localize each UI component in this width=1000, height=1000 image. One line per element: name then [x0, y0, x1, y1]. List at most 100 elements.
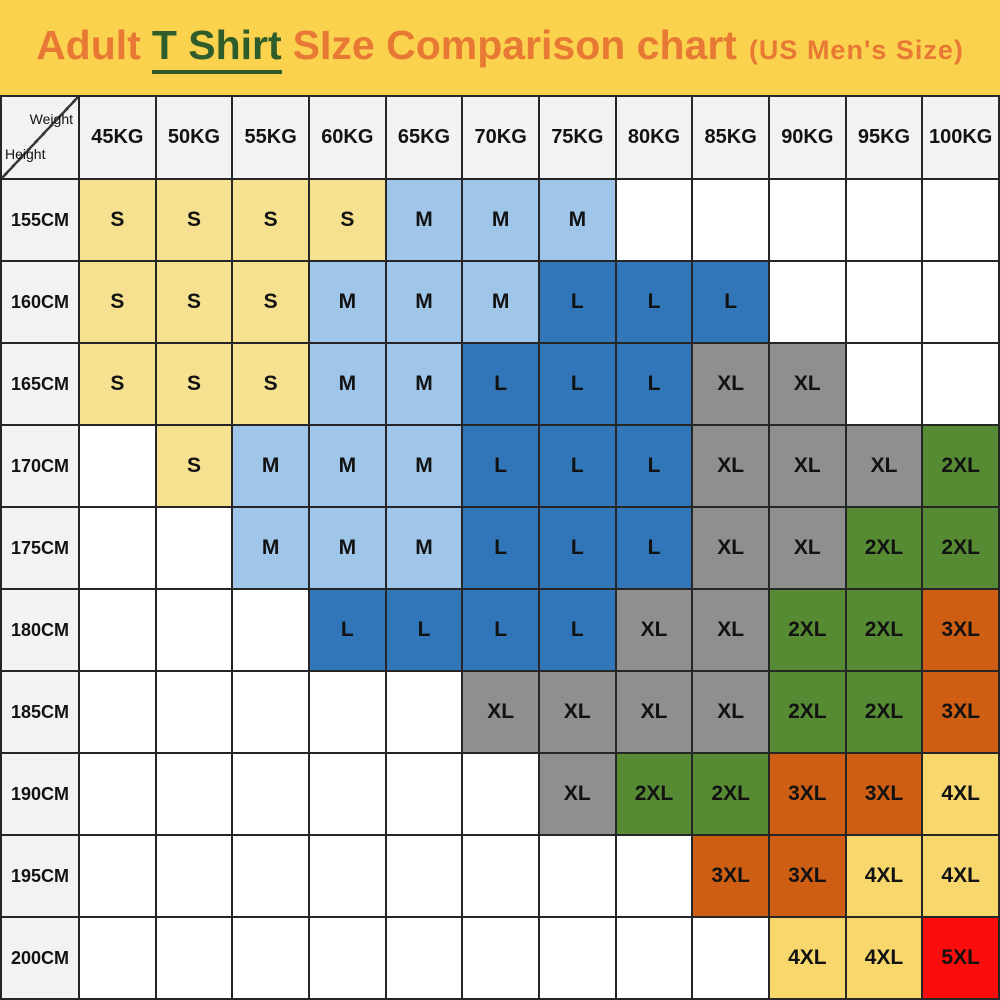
size-cell-180cm-65kg: L [386, 590, 462, 670]
size-cell-155cm-55kg: S [233, 180, 308, 260]
size-cell-185cm-75kg: XL [539, 672, 615, 752]
size-cell-170cm-95kg: XL [846, 426, 922, 506]
weight-header-90kg: 90KG [769, 97, 845, 178]
size-cell-195cm-100kg: 4XL [923, 836, 998, 916]
size-cell-175cm-95kg: 2XL [846, 508, 922, 588]
size-cell-195cm-75kg [539, 836, 615, 916]
size-cell-180cm-75kg: L [539, 590, 615, 670]
corner-height-label: Height [5, 146, 46, 162]
size-cell-160cm-100kg [923, 262, 998, 342]
size-cell-185cm-85kg: XL [693, 672, 768, 752]
size-cell-155cm-45kg: S [80, 180, 155, 260]
size-cell-195cm-55kg [233, 836, 308, 916]
size-cell-165cm-45kg: S [80, 344, 155, 424]
size-cell-160cm-50kg: S [156, 262, 232, 342]
size-cell-180cm-60kg: L [309, 590, 385, 670]
size-cell-155cm-90kg [769, 180, 845, 260]
size-cell-155cm-100kg [923, 180, 998, 260]
size-cell-190cm-90kg: 3XL [769, 754, 845, 834]
size-cell-190cm-65kg [386, 754, 462, 834]
size-cell-165cm-100kg [923, 344, 998, 424]
size-cell-200cm-90kg: 4XL [769, 918, 845, 998]
weight-header-100kg: 100KG [923, 97, 998, 178]
size-cell-200cm-45kg [80, 918, 155, 998]
size-cell-200cm-75kg [539, 918, 615, 998]
size-cell-155cm-70kg: M [463, 180, 538, 260]
weight-header-95kg: 95KG [846, 97, 922, 178]
size-cell-160cm-45kg: S [80, 262, 155, 342]
size-cell-185cm-90kg: 2XL [769, 672, 845, 752]
size-cell-165cm-95kg [846, 344, 922, 424]
height-label-200cm: 200CM [2, 918, 78, 998]
size-cell-200cm-100kg: 5XL [923, 918, 998, 998]
size-cell-180cm-55kg [233, 590, 308, 670]
size-cell-190cm-70kg [463, 754, 538, 834]
weight-header-50kg: 50KG [156, 97, 232, 178]
size-cell-185cm-70kg: XL [463, 672, 538, 752]
size-cell-160cm-90kg [769, 262, 845, 342]
weight-header-60kg: 60KG [309, 97, 385, 178]
size-cell-160cm-85kg: L [693, 262, 768, 342]
size-cell-185cm-80kg: XL [616, 672, 692, 752]
size-cell-180cm-85kg: XL [693, 590, 768, 670]
size-cell-160cm-95kg [846, 262, 922, 342]
size-cell-200cm-50kg [156, 918, 232, 998]
size-cell-175cm-90kg: XL [769, 508, 845, 588]
size-cell-170cm-45kg [80, 426, 155, 506]
size-cell-165cm-75kg: L [539, 344, 615, 424]
size-cell-170cm-85kg: XL [693, 426, 768, 506]
size-cell-200cm-65kg [386, 918, 462, 998]
size-grid: Weight Height 45KG 50KG 55KG 60KG 65KG 70KG 75… [0, 95, 1000, 1000]
size-cell-160cm-75kg: L [539, 262, 615, 342]
size-cell-200cm-85kg [693, 918, 768, 998]
size-cell-185cm-45kg [80, 672, 155, 752]
size-cell-185cm-55kg [233, 672, 308, 752]
size-cell-195cm-50kg [156, 836, 232, 916]
size-cell-175cm-85kg: XL [693, 508, 768, 588]
size-cell-165cm-70kg: L [463, 344, 538, 424]
size-cell-175cm-100kg: 2XL [923, 508, 998, 588]
size-cell-195cm-85kg: 3XL [693, 836, 768, 916]
size-cell-155cm-95kg [846, 180, 922, 260]
weight-header-55kg: 55KG [233, 97, 308, 178]
size-cell-155cm-65kg: M [386, 180, 462, 260]
size-cell-175cm-60kg: M [309, 508, 385, 588]
size-cell-160cm-70kg: M [463, 262, 538, 342]
size-cell-160cm-60kg: M [309, 262, 385, 342]
size-cell-185cm-100kg: 3XL [923, 672, 998, 752]
size-cell-200cm-60kg [309, 918, 385, 998]
size-cell-195cm-80kg [616, 836, 692, 916]
size-cell-160cm-65kg: M [386, 262, 462, 342]
size-cell-165cm-80kg: L [616, 344, 692, 424]
size-cell-165cm-60kg: M [309, 344, 385, 424]
size-cell-180cm-45kg [80, 590, 155, 670]
size-cell-180cm-70kg: L [463, 590, 538, 670]
size-cell-195cm-60kg [309, 836, 385, 916]
size-cell-155cm-85kg [693, 180, 768, 260]
weight-header-45kg: 45KG [80, 97, 155, 178]
title-prefix: Adult [36, 21, 141, 68]
size-cell-155cm-75kg: M [539, 180, 615, 260]
size-cell-170cm-100kg: 2XL [923, 426, 998, 506]
weight-header-65kg: 65KG [386, 97, 462, 178]
height-label-190cm: 190CM [2, 754, 78, 834]
size-cell-195cm-45kg [80, 836, 155, 916]
size-cell-165cm-55kg: S [233, 344, 308, 424]
height-label-160cm: 160CM [2, 262, 78, 342]
height-label-155cm: 155CM [2, 180, 78, 260]
size-cell-180cm-100kg: 3XL [923, 590, 998, 670]
size-cell-170cm-55kg: M [233, 426, 308, 506]
size-cell-190cm-100kg: 4XL [923, 754, 998, 834]
size-cell-175cm-75kg: L [539, 508, 615, 588]
size-cell-200cm-95kg: 4XL [846, 918, 922, 998]
size-cell-170cm-75kg: L [539, 426, 615, 506]
size-cell-185cm-65kg [386, 672, 462, 752]
corner-cell-weight-height: Weight Height [2, 97, 78, 178]
height-label-170cm: 170CM [2, 426, 78, 506]
size-cell-195cm-70kg [463, 836, 538, 916]
size-cell-190cm-55kg [233, 754, 308, 834]
size-cell-190cm-50kg [156, 754, 232, 834]
height-label-185cm: 185CM [2, 672, 78, 752]
size-cell-195cm-90kg: 3XL [769, 836, 845, 916]
